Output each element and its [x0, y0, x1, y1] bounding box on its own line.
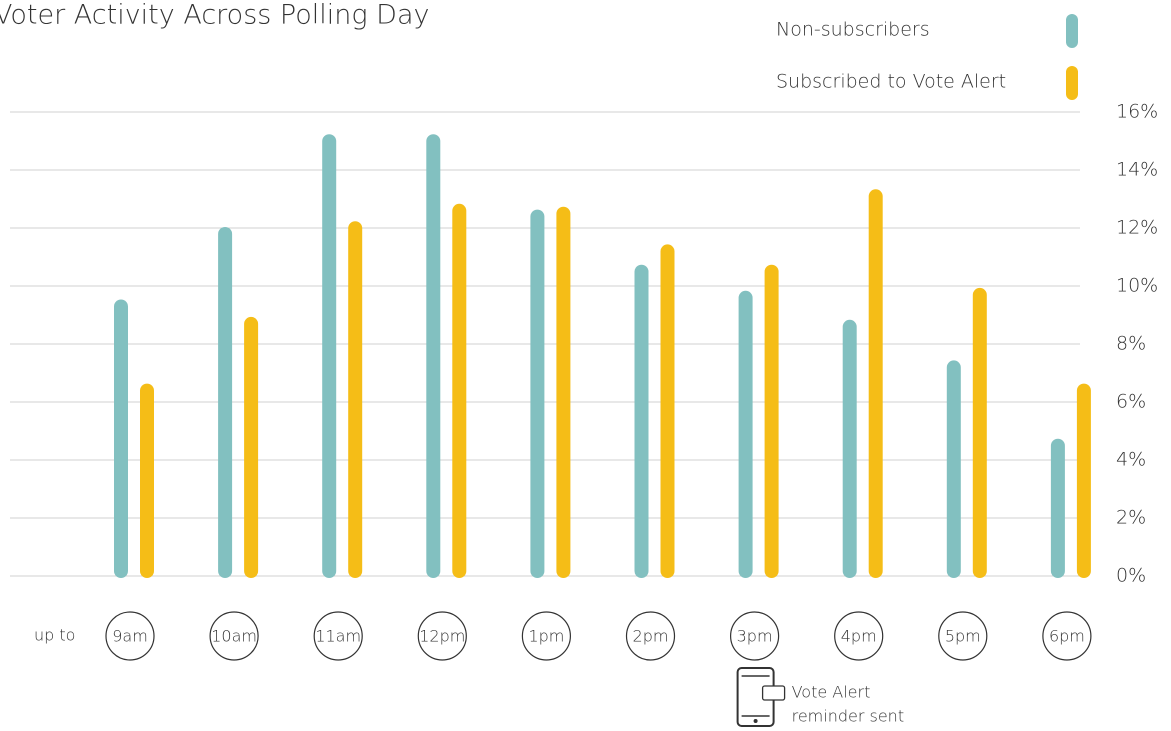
x-tick-label: 3pm [737, 627, 773, 646]
bar [530, 209, 545, 578]
bar [556, 206, 571, 578]
y-tick-label: 16% [1116, 101, 1158, 123]
bar [322, 134, 337, 578]
y-tick-label: 14% [1116, 159, 1158, 181]
y-tick-label: 2% [1116, 507, 1146, 529]
category-circle [729, 611, 780, 661]
bar [218, 227, 233, 578]
reminder-icon [736, 667, 786, 727]
legend-label: Subscribed to Vote Alert [776, 71, 1006, 93]
category-circle [521, 611, 572, 661]
bar [244, 316, 259, 578]
y-tick-label: 6% [1116, 391, 1146, 413]
x-tick-label: 1pm [528, 627, 564, 646]
annotation: reminder sent [792, 707, 905, 726]
bar [1050, 438, 1065, 578]
bar [946, 360, 961, 578]
bar [764, 264, 779, 578]
bar [738, 290, 753, 578]
x-tick-label: 9am [112, 627, 148, 646]
legend-label: Non-subscribers [776, 19, 930, 41]
legend-swatch [1066, 66, 1078, 100]
bar [868, 189, 883, 579]
bar [842, 319, 857, 578]
phone-button [753, 719, 758, 723]
category-circle [313, 611, 363, 661]
legend-swatch [1066, 14, 1078, 48]
category-circle [1042, 611, 1092, 661]
category-circle [209, 611, 259, 661]
bar [348, 221, 363, 578]
bar [140, 383, 154, 578]
x-tick-label: 2pm [633, 627, 669, 646]
bar [452, 203, 467, 579]
x-tick-label: 10am [211, 627, 257, 646]
x-tick-label: 4pm [841, 627, 877, 646]
category-circle [938, 611, 988, 661]
category-circle [417, 611, 467, 661]
y-tick-label: 8% [1116, 333, 1146, 355]
bar [426, 134, 441, 578]
bar [634, 264, 649, 578]
bubble [761, 685, 786, 701]
category-circle [834, 611, 884, 661]
bar [1076, 383, 1091, 578]
category-prefix: up to [34, 626, 75, 645]
category-circle [105, 611, 155, 661]
bar [660, 244, 675, 578]
category-circle [625, 611, 676, 661]
annotation: Vote Alert [792, 683, 871, 702]
y-tick-label: 10% [1116, 275, 1158, 297]
y-tick-label: 4% [1116, 449, 1146, 471]
y-tick-label: 0% [1116, 565, 1146, 587]
chart-title: Voter Activity Across Polling Day [0, 0, 429, 31]
x-tick-label: 12pm [419, 627, 465, 646]
x-tick-label: 6pm [1049, 627, 1085, 646]
x-tick-label: 11am [315, 627, 361, 646]
x-tick-label: 5pm [945, 627, 981, 646]
y-tick-label: 12% [1116, 217, 1158, 239]
bar [972, 287, 987, 578]
bar [114, 299, 128, 578]
